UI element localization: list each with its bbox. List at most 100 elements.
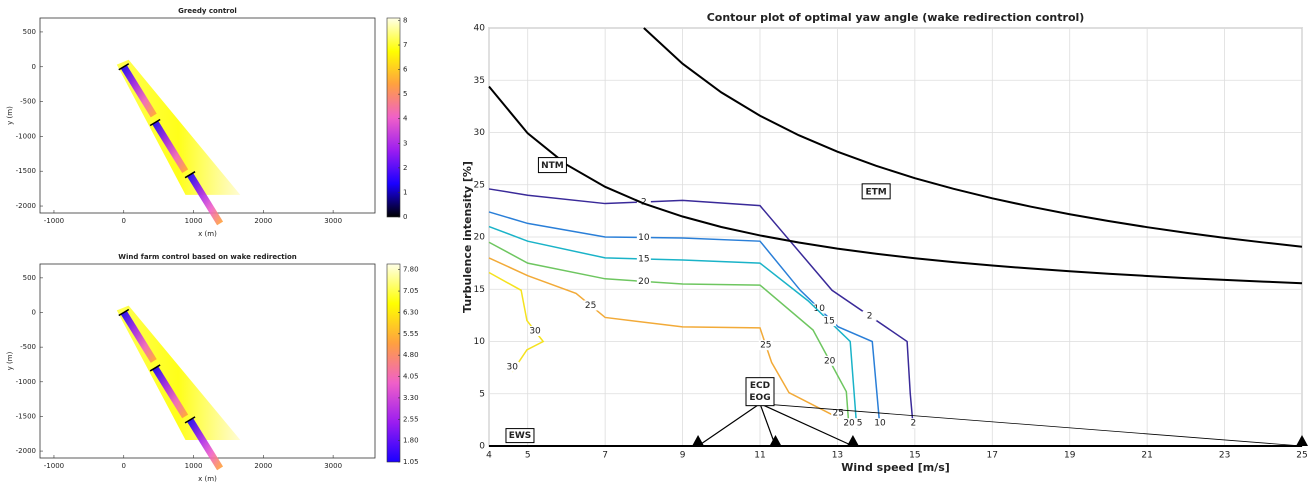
- contour-line: [488, 211, 881, 429]
- contour-label-bg: [822, 355, 837, 366]
- colorbar-tick-label: 3.30: [403, 394, 419, 402]
- contour-label: 20: [843, 419, 855, 429]
- wake-stripe: [152, 366, 189, 419]
- y-tick-label: -1500: [16, 167, 36, 175]
- y-axis-label: Turbulence intensity [%]: [461, 161, 474, 313]
- y-tick-label: 0: [479, 442, 485, 452]
- wake-stripe: [120, 64, 157, 118]
- turbine-rotor: [184, 416, 196, 424]
- annotation: ECD: [750, 381, 770, 391]
- y-tick-label: 15: [474, 285, 485, 295]
- colorbar: [386, 17, 401, 218]
- turbine-rotor: [149, 118, 161, 127]
- curve-label: NTM: [541, 161, 564, 171]
- x-tick-label: 2000: [254, 217, 272, 225]
- y-tick-label: -1500: [16, 412, 36, 420]
- colorbar-tick-label: 0: [403, 213, 407, 221]
- curve-label: ETM: [866, 187, 887, 197]
- turbine-rotor: [118, 63, 130, 71]
- x-tick-label: 25: [1296, 451, 1307, 461]
- colorbar-tick-label: 7: [403, 41, 407, 49]
- curve-label-box: [537, 157, 567, 174]
- contour-label-bg: [862, 310, 877, 321]
- contour-label: 30: [529, 327, 541, 337]
- contour-label: 2: [910, 419, 916, 429]
- y-tick-label: -2000: [16, 447, 36, 455]
- x-tick-label: 5: [525, 451, 531, 461]
- colorbar-tick-label: 1.05: [403, 458, 419, 466]
- contour-label-bg: [636, 232, 651, 243]
- y-tick-label: 35: [474, 76, 485, 86]
- colorbar-tick-label: 1.80: [403, 437, 419, 445]
- x-tick-label: 0: [122, 217, 126, 225]
- panel-title: Greedy control: [178, 7, 237, 15]
- pointer-line: [759, 403, 1303, 447]
- y-tick-label: 10: [474, 337, 486, 347]
- contour-label: 20: [824, 356, 836, 366]
- x-tick-label: 21: [1141, 451, 1152, 461]
- x-tick-label: 0: [122, 462, 126, 470]
- colorbar-tick-label: 4: [403, 115, 408, 123]
- colorbar-tick-label: 6.30: [403, 308, 419, 316]
- y-tick-label: -1000: [16, 132, 36, 140]
- colorbar-tick-label: 2: [403, 164, 407, 172]
- x-tick-label: -1000: [44, 217, 64, 225]
- x-tick-label: 23: [1219, 451, 1230, 461]
- annotation: EOG: [749, 393, 770, 403]
- turbine-rotor: [118, 308, 130, 317]
- contour-label: 10: [874, 419, 886, 429]
- y-tick-label: -1000: [16, 378, 36, 386]
- contour-label-bg: [873, 418, 888, 429]
- wake-stripe: [152, 120, 189, 174]
- contour-label: 25: [760, 341, 771, 351]
- y-tick-label: 30: [474, 128, 486, 138]
- contour-label: 15: [638, 254, 649, 264]
- x-tick-label: 4: [486, 451, 492, 461]
- contour-label-bg: [528, 326, 543, 337]
- x-tick-label: 1000: [185, 217, 203, 225]
- contour-label-bg: [758, 340, 773, 351]
- colorbar-tick-label: 2.55: [403, 415, 419, 423]
- y-tick-label: -500: [20, 98, 36, 106]
- colorbar-tick-label: 6: [403, 66, 408, 74]
- x-tick-label: 7: [602, 451, 608, 461]
- contour-line: [488, 188, 915, 429]
- annotation: EWS: [509, 431, 532, 441]
- contour-label-bg: [505, 361, 520, 372]
- y-tick-label: -2000: [16, 202, 36, 210]
- y-tick-label: 500: [23, 274, 36, 282]
- contour-label-bg: [636, 196, 651, 207]
- contour-label-bg: [842, 418, 857, 429]
- contour-label-bg: [849, 418, 864, 429]
- turbine-rotor: [184, 171, 196, 179]
- panel-title: Wind farm control based on wake redirect…: [118, 253, 297, 261]
- marker: [1296, 435, 1308, 446]
- wake-region: [116, 305, 241, 440]
- marker: [769, 435, 782, 446]
- colorbar-tick-label: 7.05: [403, 287, 419, 295]
- wake-stripe: [120, 310, 157, 363]
- x-tick-label: 13: [832, 451, 843, 461]
- y-tick-label: 0: [32, 63, 36, 71]
- y-tick-label: 25: [474, 180, 485, 190]
- x-tick-label: 1000: [185, 462, 203, 470]
- curve-label-box: [861, 183, 891, 200]
- contour-label: 20: [638, 277, 650, 287]
- colorbar-tick-label: 5.55: [403, 330, 419, 338]
- pointer-line: [759, 403, 854, 447]
- y-tick-label: 500: [23, 28, 36, 36]
- y-tick-label: 0: [32, 309, 36, 317]
- limit-curve: [643, 27, 1303, 248]
- contour-label: 15: [823, 317, 834, 327]
- colorbar-tick-label: 1: [403, 188, 407, 196]
- x-tick-label: 15: [909, 451, 920, 461]
- contour-line: [488, 257, 839, 419]
- annotation-box: [505, 428, 535, 444]
- x-axis-label: Wind speed [m/s]: [841, 461, 950, 474]
- y-tick-label: 20: [474, 233, 486, 243]
- contour-label-bg: [636, 276, 651, 287]
- contour-label-bg: [583, 300, 598, 311]
- contour-label-bg: [812, 303, 827, 314]
- turbine-rotor: [149, 364, 161, 372]
- x-axis-label: x (m): [198, 475, 217, 482]
